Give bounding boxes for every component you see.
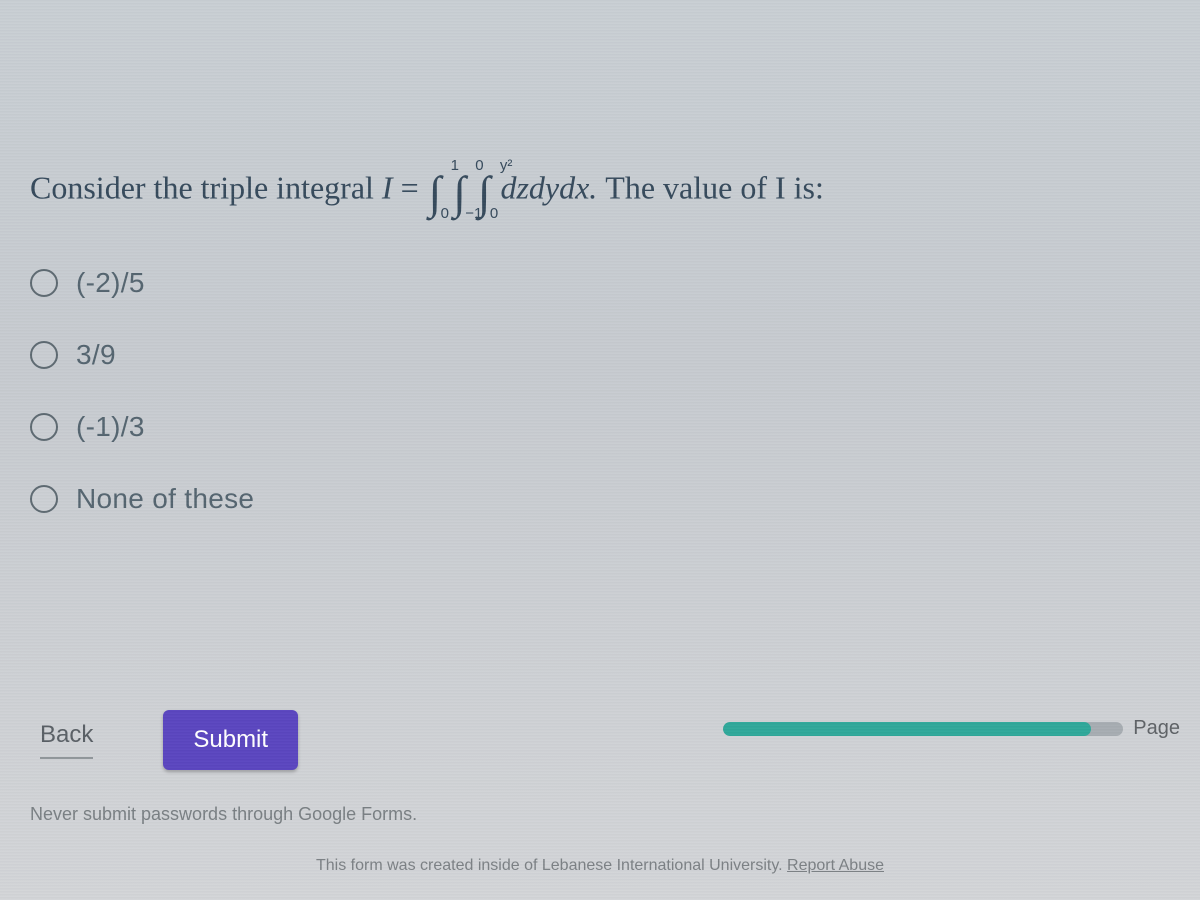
option-1[interactable]: (-2)/5 bbox=[30, 267, 1180, 299]
question-symbol: I bbox=[382, 169, 393, 205]
integral-1-lower: 0 bbox=[441, 204, 449, 224]
options-group: (-2)/5 3/9 (-1)/3 None of these bbox=[30, 267, 1180, 515]
option-4-label: None of these bbox=[76, 483, 254, 515]
option-3-label: (-1)/3 bbox=[76, 411, 145, 443]
option-3[interactable]: (-1)/3 bbox=[30, 411, 1180, 443]
radio-icon[interactable] bbox=[30, 341, 58, 369]
form-footer: This form was created inside of Lebanese… bbox=[316, 857, 884, 875]
question-integrand: dzdydx. bbox=[500, 169, 605, 205]
integral-3: ∫ y² 0 bbox=[478, 160, 491, 222]
radio-icon[interactable] bbox=[30, 485, 58, 513]
report-abuse-link[interactable]: Report Abuse bbox=[787, 857, 884, 874]
radio-icon[interactable] bbox=[30, 413, 58, 441]
radio-icon[interactable] bbox=[30, 269, 58, 297]
submit-button[interactable]: Submit bbox=[163, 710, 298, 770]
question-suffix: The value of I is: bbox=[605, 169, 824, 205]
option-1-label: (-2)/5 bbox=[76, 267, 145, 299]
page-label: Page bbox=[1133, 717, 1180, 740]
integral-3-upper: y² bbox=[500, 156, 513, 176]
progress-fill bbox=[723, 722, 1091, 736]
question-equals: = bbox=[401, 169, 427, 205]
question-text: Consider the triple integral I = ∫ 1 0 ∫… bbox=[30, 160, 1180, 222]
back-label: Back bbox=[40, 721, 93, 749]
form-created-text: This form was created inside of Lebanese… bbox=[316, 857, 787, 874]
option-4[interactable]: None of these bbox=[30, 483, 1180, 515]
option-2[interactable]: 3/9 bbox=[30, 339, 1180, 371]
back-button[interactable]: Back bbox=[40, 721, 93, 759]
integral-3-lower: 0 bbox=[490, 204, 498, 224]
submit-label: Submit bbox=[193, 726, 268, 753]
back-underline bbox=[40, 757, 93, 759]
password-warning: Never submit passwords through Google Fo… bbox=[30, 804, 417, 825]
progress-bar bbox=[723, 722, 1123, 736]
integral-1: ∫ 1 0 bbox=[429, 160, 442, 222]
integral-2: ∫ 0 −1 bbox=[453, 160, 466, 222]
option-2-label: 3/9 bbox=[76, 339, 116, 371]
question-prefix: Consider the triple integral bbox=[30, 169, 382, 205]
